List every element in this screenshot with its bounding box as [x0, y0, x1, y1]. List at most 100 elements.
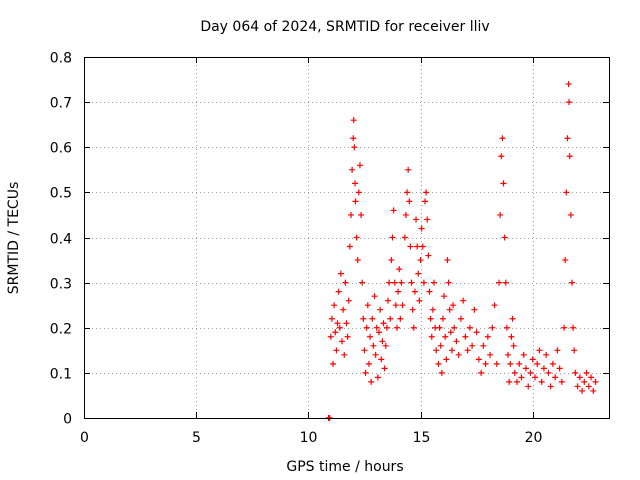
data-point [410, 324, 417, 331]
data-point [562, 257, 569, 264]
grid [84, 57, 609, 418]
data-point [571, 347, 578, 354]
data-point [500, 180, 507, 187]
y-tick-label: 0.1 [50, 367, 72, 383]
x-tick-label: 15 [413, 430, 431, 446]
data-point [445, 279, 452, 286]
data-point [413, 216, 420, 223]
data-point [497, 211, 504, 218]
data-point [388, 257, 395, 264]
data-point [436, 324, 443, 331]
data-point [493, 360, 500, 367]
data-point [480, 342, 487, 349]
data-point [327, 333, 334, 340]
data-point [354, 257, 361, 264]
data-point [367, 333, 374, 340]
data-point [358, 211, 365, 218]
data-point [337, 270, 344, 277]
data-point [435, 360, 442, 367]
data-point [355, 189, 362, 196]
data-point [423, 189, 430, 196]
data-point [579, 387, 586, 394]
data-point [396, 266, 403, 273]
data-point [350, 135, 357, 142]
data-point [419, 243, 426, 250]
data-point [379, 338, 386, 345]
data-point [453, 338, 460, 345]
data-point [547, 383, 554, 390]
data-point [466, 324, 473, 331]
y-tick-label: 0.2 [50, 322, 72, 338]
data-point [331, 302, 338, 309]
y-tick-label: 0.5 [50, 186, 72, 202]
data-point [443, 356, 450, 363]
data-point [365, 360, 372, 367]
data-point [349, 166, 356, 173]
data-point [372, 351, 379, 358]
data-point [460, 297, 467, 304]
data-point [390, 207, 397, 214]
data-point [590, 387, 597, 394]
x-tick-label: 5 [192, 430, 201, 446]
data-point [511, 369, 518, 376]
data-point [464, 347, 471, 354]
data-point [383, 324, 390, 331]
data-point [339, 338, 346, 345]
data-point [478, 369, 485, 376]
data-point [371, 293, 378, 300]
data-point [356, 162, 363, 169]
data-point [564, 135, 571, 142]
data-point [568, 279, 575, 286]
data-point [561, 324, 568, 331]
data-point [473, 329, 480, 336]
data-point [420, 279, 427, 286]
data-point [507, 360, 514, 367]
data-point [566, 153, 573, 160]
data-point [352, 198, 359, 205]
data-point [520, 351, 527, 358]
data-point [487, 351, 494, 358]
data-point [496, 279, 503, 286]
data-point [373, 324, 380, 331]
data-point [405, 166, 412, 173]
data-point [340, 306, 347, 313]
data-point [574, 383, 581, 390]
data-point [447, 329, 454, 336]
data-point [543, 351, 550, 358]
data-point [353, 234, 360, 241]
data-point [386, 279, 393, 286]
data-point [336, 324, 343, 331]
data-point [397, 315, 404, 322]
data-point [501, 234, 508, 241]
data-point [399, 302, 406, 309]
data-point [545, 369, 552, 376]
data-point [484, 333, 491, 340]
data-point [565, 81, 572, 88]
data-point [525, 383, 532, 390]
data-point [558, 378, 565, 385]
data-point [429, 306, 436, 313]
data-point [382, 342, 389, 349]
data-point [503, 324, 510, 331]
data-point [509, 315, 516, 322]
data-point [361, 347, 368, 354]
data-point [347, 211, 354, 218]
data-point [395, 288, 402, 295]
plot-frame [84, 57, 610, 419]
data-point [385, 297, 392, 304]
data-point [370, 342, 377, 349]
data-point [416, 297, 423, 304]
data-point [475, 356, 482, 363]
data-point [538, 378, 545, 385]
data-point [529, 356, 536, 363]
data-point [489, 324, 496, 331]
data-point [567, 211, 574, 218]
data-point [491, 302, 498, 309]
data-point [343, 320, 350, 327]
data-point [514, 378, 521, 385]
data-point [406, 198, 413, 205]
data-point [364, 302, 371, 309]
data-point [556, 365, 563, 372]
data-point [369, 315, 376, 322]
